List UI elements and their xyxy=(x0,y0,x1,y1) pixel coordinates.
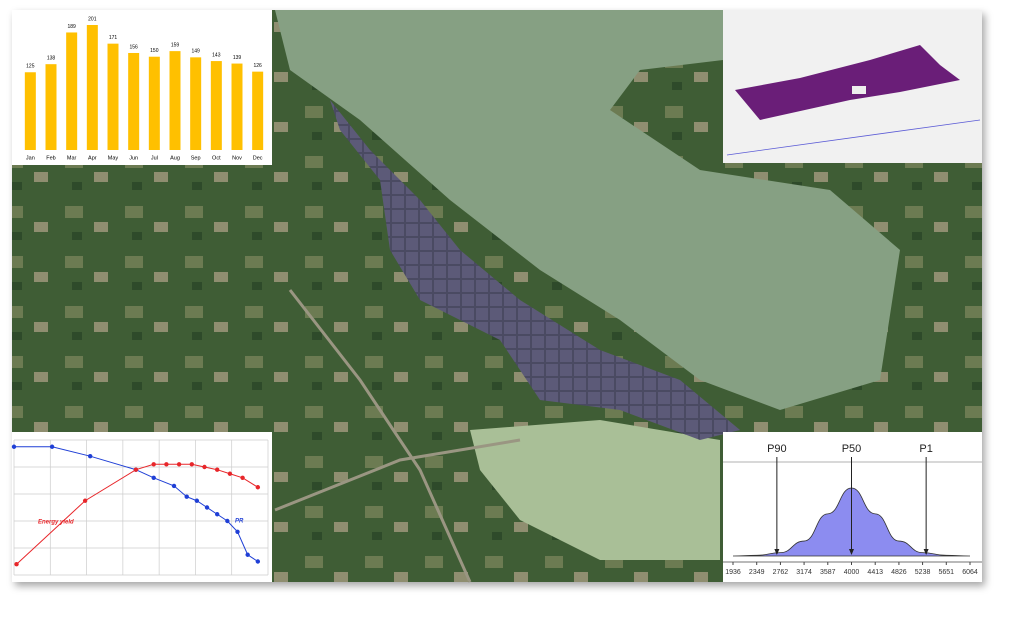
value-label: 150 xyxy=(150,48,159,54)
data-point xyxy=(194,498,200,503)
data-point xyxy=(202,464,207,470)
x-tick-label: 6064 xyxy=(962,569,978,576)
data-point xyxy=(204,505,210,510)
x-tick-label: 4826 xyxy=(891,569,907,576)
series-line xyxy=(14,446,259,562)
value-label: 143 xyxy=(212,52,221,58)
x-tick-label: Apr xyxy=(88,155,97,161)
x-tick-label: 2349 xyxy=(749,569,765,576)
arrow-head xyxy=(849,549,854,555)
x-tick-label: Dec xyxy=(253,155,263,161)
data-point xyxy=(215,467,220,472)
data-point xyxy=(151,475,156,480)
data-point xyxy=(240,475,245,480)
x-tick-label: Aug xyxy=(170,155,180,161)
value-label: 189 xyxy=(67,24,76,30)
x-tick-label: Feb xyxy=(46,155,55,161)
data-point xyxy=(49,444,55,449)
data-point xyxy=(255,485,261,490)
annotation: P90 xyxy=(767,443,787,455)
series-label: PR xyxy=(235,519,244,525)
data-point xyxy=(227,471,233,476)
data-point xyxy=(225,518,230,524)
bar xyxy=(86,25,98,150)
x-tick-label: Sep xyxy=(191,155,201,161)
arrow-head xyxy=(923,549,929,555)
annotation: P50 xyxy=(842,443,862,455)
data-point xyxy=(82,498,88,503)
x-tick-label: 1936 xyxy=(725,569,741,576)
data-point xyxy=(235,529,240,534)
data-point xyxy=(133,467,139,472)
x-tick-label: Jul xyxy=(151,155,158,161)
bar xyxy=(45,64,57,150)
data-point xyxy=(189,462,194,467)
data-point xyxy=(171,483,177,489)
x-tick-label: 3587 xyxy=(820,569,836,576)
x-tick-label: 3174 xyxy=(796,569,812,576)
x-tick-label: 5238 xyxy=(915,569,931,576)
data-point xyxy=(245,552,250,557)
value-label: 156 xyxy=(129,44,138,50)
data-point xyxy=(215,512,220,517)
series-line xyxy=(16,463,259,565)
plan-3d-inset xyxy=(723,10,982,163)
x-tick-label: Jun xyxy=(129,155,138,161)
bar xyxy=(148,56,160,151)
series-label: Energy yield xyxy=(38,520,74,526)
x-tick-label: Jan xyxy=(26,155,35,161)
data-point xyxy=(151,462,156,467)
data-point xyxy=(184,494,189,499)
data-point xyxy=(176,462,182,467)
data-point xyxy=(164,462,169,467)
value-label: 125 xyxy=(26,64,35,70)
value-label: 149 xyxy=(191,49,200,55)
x-tick-label: Nov xyxy=(232,155,242,161)
bar xyxy=(107,43,119,150)
bar xyxy=(24,72,36,150)
x-tick-label: 2762 xyxy=(773,569,789,576)
data-point xyxy=(14,562,19,567)
value-label: 139 xyxy=(233,55,242,61)
value-label: 138 xyxy=(47,56,56,62)
value-label: 159 xyxy=(171,42,180,48)
x-tick-label: 4000 xyxy=(844,569,860,576)
x-tick-label: 5651 xyxy=(938,569,954,576)
bar xyxy=(66,32,78,150)
x-tick-label: 4413 xyxy=(867,569,883,576)
yield-line-inset xyxy=(12,432,272,582)
bar xyxy=(190,57,202,150)
distribution-plot: 1936 2349 2762 3174 3587 4000 4413 4826 5238 5651… xyxy=(723,443,982,576)
bar xyxy=(169,51,181,151)
bar xyxy=(231,63,243,150)
bar xyxy=(210,61,222,150)
x-tick-label: Oct xyxy=(212,155,221,161)
value-label: 201 xyxy=(88,16,97,22)
data-point xyxy=(255,559,261,564)
value-label: 171 xyxy=(109,35,118,41)
data-point xyxy=(88,454,93,459)
bar xyxy=(252,71,264,150)
data-point xyxy=(11,444,17,449)
x-tick-label: May xyxy=(108,155,119,161)
bar xyxy=(128,52,140,150)
x-tick-label: Mar xyxy=(67,155,77,161)
arrow-head xyxy=(774,549,780,555)
annotation: P1 xyxy=(919,443,932,455)
value-label: 126 xyxy=(253,63,262,69)
